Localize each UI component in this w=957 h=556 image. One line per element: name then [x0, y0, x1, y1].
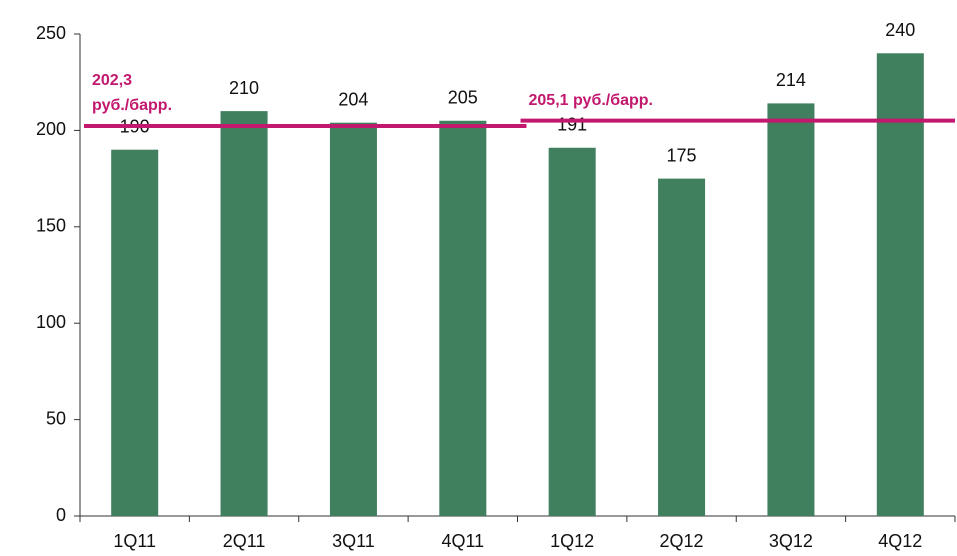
bar: [658, 178, 706, 516]
reference-label: 202,3: [92, 72, 132, 89]
y-tick-label: 50: [46, 408, 66, 428]
value-label: 214: [776, 70, 806, 90]
reference-label: руб./барр.: [92, 97, 172, 114]
reference-label: 205,1 руб./барр.: [529, 92, 654, 109]
bar: [548, 147, 596, 516]
y-tick-label: 100: [36, 312, 66, 332]
value-label: 175: [667, 145, 697, 165]
value-label: 240: [885, 20, 915, 40]
y-tick-label: 200: [36, 119, 66, 139]
bar: [439, 120, 487, 516]
y-tick-label: 0: [56, 505, 66, 525]
value-label: 204: [338, 89, 368, 109]
x-tick-label: 2Q11: [223, 531, 266, 551]
x-tick-label: 3Q12: [769, 531, 813, 551]
bar: [767, 103, 815, 517]
x-tick-label: 2Q12: [660, 531, 704, 551]
bar: [876, 53, 924, 516]
bar: [220, 111, 268, 517]
x-tick-label: 4Q11: [441, 531, 484, 551]
y-tick-label: 150: [36, 216, 66, 236]
value-label: 205: [448, 88, 478, 108]
x-tick-label: 1Q12: [550, 531, 594, 551]
value-label: 191: [557, 115, 587, 135]
bar: [329, 122, 377, 517]
y-tick-label: 250: [36, 23, 66, 43]
x-tick-label: 4Q12: [878, 531, 922, 551]
x-tick-label: 3Q11: [332, 531, 375, 551]
value-label: 210: [229, 78, 259, 98]
bar: [111, 149, 159, 516]
x-tick-label: 1Q11: [113, 531, 156, 551]
